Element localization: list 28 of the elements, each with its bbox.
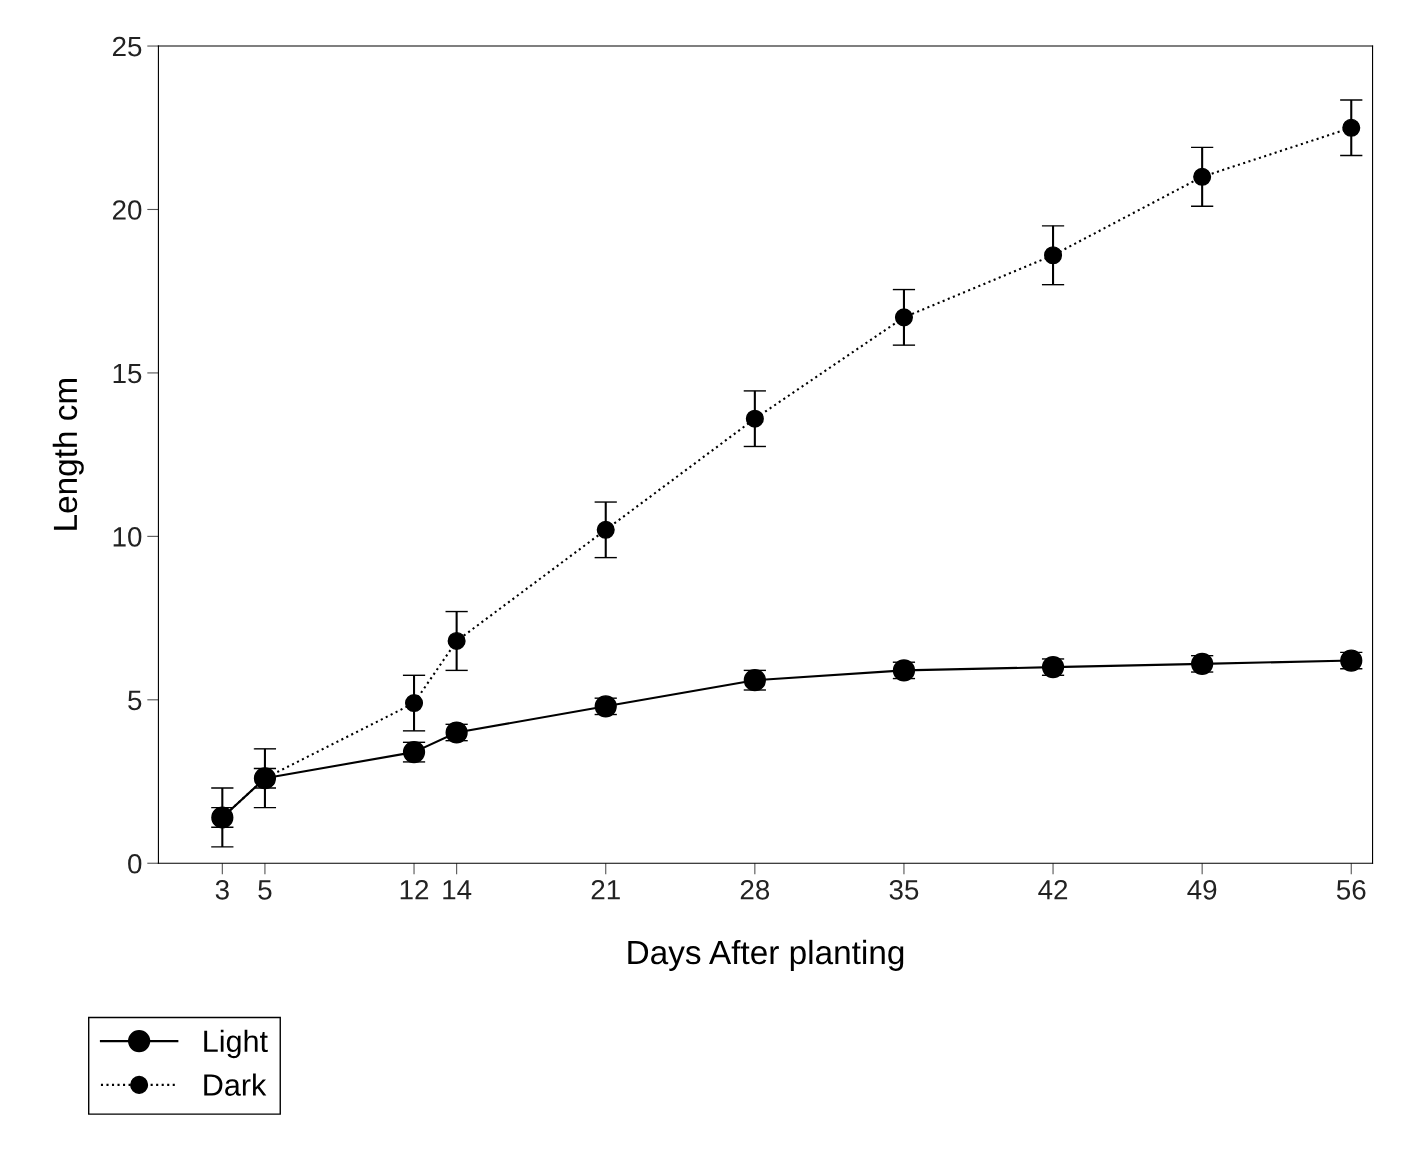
x-tick-label: 49: [1187, 879, 1217, 900]
y-tick-label: 10: [113, 527, 142, 547]
y-tick-label: 25: [112, 36, 142, 57]
x-tick-label: 28: [740, 879, 770, 900]
y-axis-title: Length cm: [52, 379, 84, 530]
point: [1044, 246, 1063, 265]
x-tick-label: 42: [1038, 879, 1068, 900]
x-tick-label: 35: [889, 879, 919, 900]
point: [405, 694, 424, 713]
point: [596, 520, 615, 539]
y-tick-label: 5: [128, 690, 142, 711]
y-tick-label: 15: [113, 363, 142, 384]
x-tick-label: 14: [443, 880, 472, 900]
y-tick-label: 0: [128, 853, 142, 874]
x-tick-label: 56: [1336, 879, 1366, 900]
legend-label: Dark: [204, 1073, 267, 1096]
x-tick-label: 5: [258, 880, 272, 900]
x-tick-label: 21: [591, 879, 620, 900]
point: [1342, 118, 1361, 137]
point: [1193, 167, 1212, 186]
legend-label: Light: [204, 1029, 268, 1059]
x-axis-title: Days After planting: [628, 939, 904, 971]
x-tick-label: 12: [400, 879, 429, 900]
point: [745, 409, 764, 428]
point: [447, 631, 466, 650]
y-tick-label: 20: [112, 200, 142, 220]
x-tick-label: 3: [215, 879, 229, 900]
point: [894, 308, 913, 327]
